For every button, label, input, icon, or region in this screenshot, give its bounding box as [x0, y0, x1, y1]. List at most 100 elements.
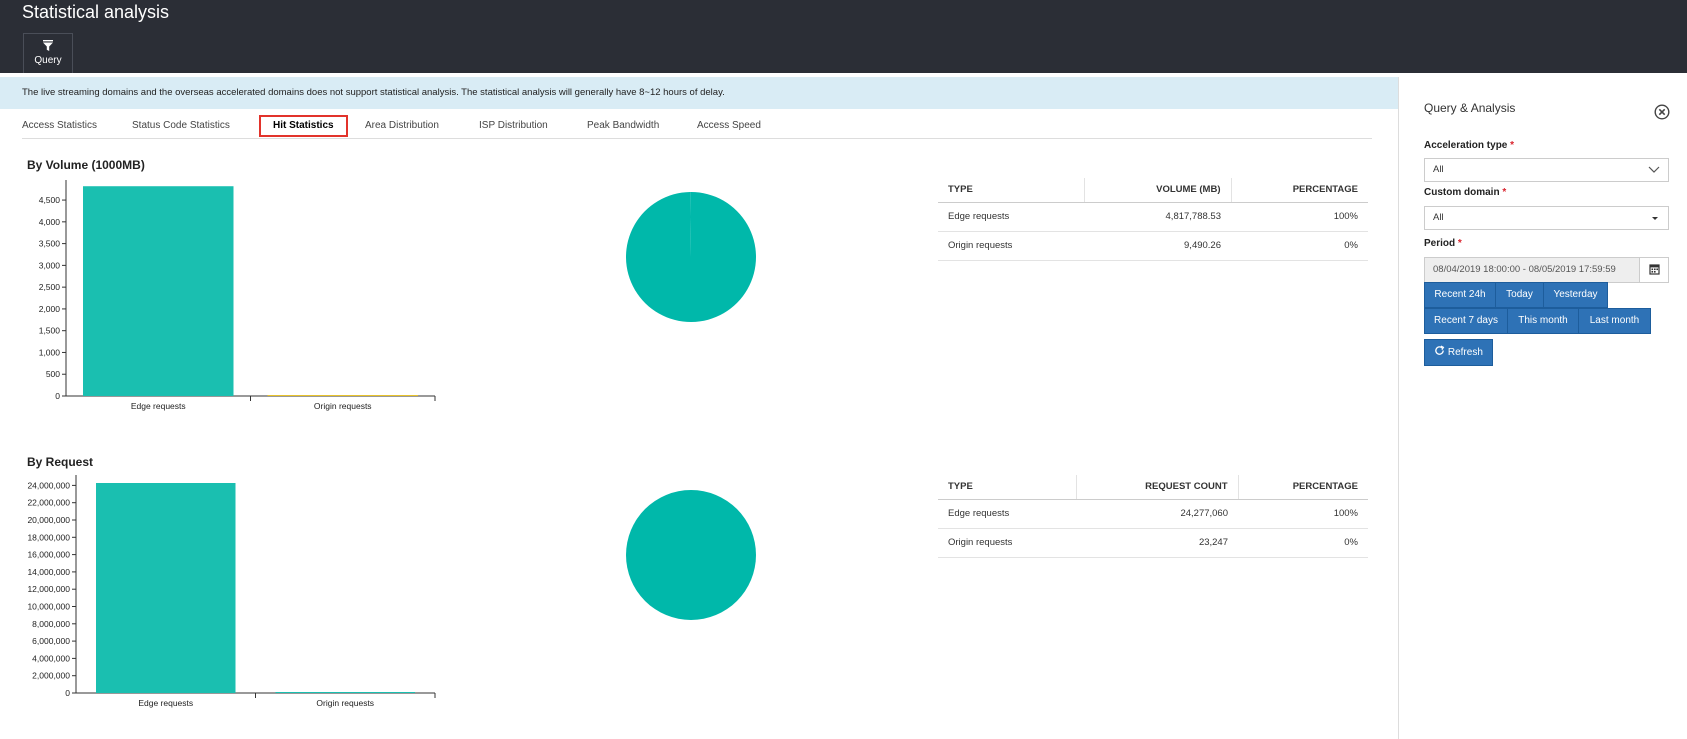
notice-banner: The live streaming domains and the overs… [0, 77, 1398, 109]
y-tick-label: 12,000,000 [27, 584, 70, 594]
chevron-down-icon [1648, 166, 1660, 173]
volume-section-title: By Volume (1000MB) [27, 158, 145, 172]
col-percentage-header: PERCENTAGE [1237, 475, 1368, 500]
yesterday-button[interactable]: Yesterday [1543, 282, 1608, 308]
page-title: Statistical analysis [22, 2, 170, 22]
required-mark: * [1510, 140, 1515, 151]
col-type-header: TYPE [938, 178, 1084, 203]
y-tick-label: 0 [65, 688, 70, 698]
top-bar: Statistical analysis Query [0, 0, 1687, 73]
table-row: Origin requests 9,490.26 0% [938, 231, 1368, 261]
cell-percentage: 100% [1238, 499, 1368, 529]
y-tick-label: 1,000 [39, 347, 61, 357]
volume-pie-chart [626, 192, 756, 322]
cell-volume: 9,490.26 [1084, 231, 1231, 261]
cell-type: Origin requests [938, 231, 1084, 261]
x-tick-label: Origin requests [314, 401, 372, 411]
cell-request-count: 24,277,060 [1076, 499, 1238, 529]
period-input[interactable]: 08/04/2019 18:00:00 - 08/05/2019 17:59:5… [1424, 257, 1640, 283]
x-tick-label: Edge requests [131, 401, 186, 411]
query-label: Query [34, 55, 62, 66]
y-tick-label: 4,000,000 [32, 653, 70, 663]
period-label: Period * [1424, 238, 1462, 249]
recent-7-days-button[interactable]: Recent 7 days [1424, 308, 1508, 334]
y-tick-label: 0 [55, 391, 60, 401]
tab-hit-statistics[interactable]: Hit Statistics [259, 115, 348, 137]
y-tick-label: 18,000,000 [27, 532, 70, 542]
request-section-title: By Request [27, 455, 94, 469]
table-row: Edge requests 4,817,788.53 100% [938, 202, 1368, 232]
tab-status-code-statistics[interactable]: Status Code Statistics [132, 120, 230, 131]
y-tick-label: 4,500 [39, 195, 61, 205]
tab-peak-bandwidth[interactable]: Peak Bandwidth [587, 120, 660, 131]
query-analysis-panel: Query & Analysis Acceleration type * All… [1399, 73, 1687, 739]
filter-icon [43, 40, 53, 51]
tab-area-distribution[interactable]: Area Distribution [365, 120, 439, 131]
cell-percentage: 100% [1231, 202, 1368, 232]
col-volume-header: VOLUME (MB) [1083, 178, 1231, 203]
cell-request-count: 23,247 [1076, 528, 1238, 558]
volume-table: TYPE VOLUME (MB) PERCENTAGE Edge request… [938, 178, 1368, 261]
volume-bar-edge[interactable] [83, 186, 234, 396]
y-tick-label: 10,000,000 [27, 601, 70, 611]
custom-domain-value: All [1433, 212, 1444, 223]
main-content: The live streaming domains and the overs… [0, 77, 1398, 739]
refresh-icon [1435, 345, 1445, 355]
request-pie-chart [626, 490, 756, 620]
acceleration-type-label-text: Acceleration type [1424, 140, 1508, 151]
acceleration-type-label: Acceleration type * [1424, 140, 1514, 151]
period-label-text: Period [1424, 238, 1456, 249]
recent-24h-button[interactable]: Recent 24h [1424, 282, 1496, 308]
today-button[interactable]: Today [1495, 282, 1544, 308]
caret-down-icon [1652, 217, 1658, 220]
custom-domain-label: Custom domain * [1424, 187, 1506, 198]
tab-isp-distribution[interactable]: ISP Distribution [479, 120, 548, 131]
custom-domain-label-text: Custom domain [1424, 187, 1500, 198]
x-tick-label: Origin requests [316, 698, 374, 708]
required-mark: * [1457, 238, 1462, 249]
y-tick-label: 3,000 [39, 260, 61, 270]
y-tick-label: 500 [46, 369, 60, 379]
x-tick-label: Edge requests [138, 698, 193, 708]
table-header-row: TYPE REQUEST COUNT PERCENTAGE [938, 475, 1368, 500]
cell-type: Origin requests [938, 528, 1076, 558]
col-request-count-header: REQUEST COUNT [1075, 475, 1238, 500]
y-tick-label: 2,000 [39, 304, 61, 314]
panel-title: Query & Analysis [1424, 101, 1516, 115]
query-button[interactable]: Query [23, 33, 73, 73]
cell-percentage: 0% [1231, 231, 1368, 261]
table-row: Origin requests 23,247 0% [938, 528, 1368, 558]
refresh-button[interactable]: Refresh [1424, 339, 1493, 366]
custom-domain-select[interactable]: All [1424, 206, 1669, 230]
y-tick-label: 2,500 [39, 282, 61, 292]
refresh-label: Refresh [1447, 347, 1483, 358]
cell-percentage: 0% [1238, 528, 1368, 558]
request-bar-edge[interactable] [96, 483, 236, 693]
this-month-button[interactable]: This month [1507, 308, 1579, 334]
required-mark: * [1502, 187, 1507, 198]
tab-access-speed[interactable]: Access Speed [697, 120, 761, 131]
calendar-button[interactable] [1640, 257, 1669, 283]
col-percentage-header: PERCENTAGE [1230, 178, 1368, 203]
table-row: Edge requests 24,277,060 100% [938, 499, 1368, 529]
y-tick-label: 20,000,000 [27, 515, 70, 525]
volume-bar-chart: 0 500 1,000 1,500 2,000 2,500 3,000 3,500 4,000 4… [39, 180, 436, 411]
y-tick-label: 1,500 [39, 326, 61, 336]
request-bar-chart: 0 2,000,000 4,000,000 6,000,000 8,000,000 10,… [27, 475, 436, 708]
tab-access-statistics[interactable]: Access Statistics [22, 120, 98, 131]
acceleration-type-select[interactable]: All [1424, 158, 1669, 182]
volume-bar-origin[interactable] [267, 395, 419, 396]
request-table: TYPE REQUEST COUNT PERCENTAGE Edge reque… [938, 475, 1368, 558]
panel-divider [1398, 77, 1399, 739]
cell-type: Edge requests [938, 202, 1084, 232]
col-type-header: TYPE [938, 475, 1076, 500]
last-month-button[interactable]: Last month [1578, 308, 1651, 334]
y-tick-label: 4,000 [39, 217, 61, 227]
acceleration-type-value: All [1433, 164, 1444, 175]
cell-volume: 4,817,788.53 [1084, 202, 1231, 232]
request-bar-origin[interactable] [275, 692, 416, 693]
y-tick-label: 16,000,000 [27, 550, 70, 560]
y-tick-label: 2,000,000 [32, 671, 70, 681]
close-icon[interactable] [1654, 104, 1670, 120]
y-tick-label: 14,000,000 [27, 567, 70, 577]
